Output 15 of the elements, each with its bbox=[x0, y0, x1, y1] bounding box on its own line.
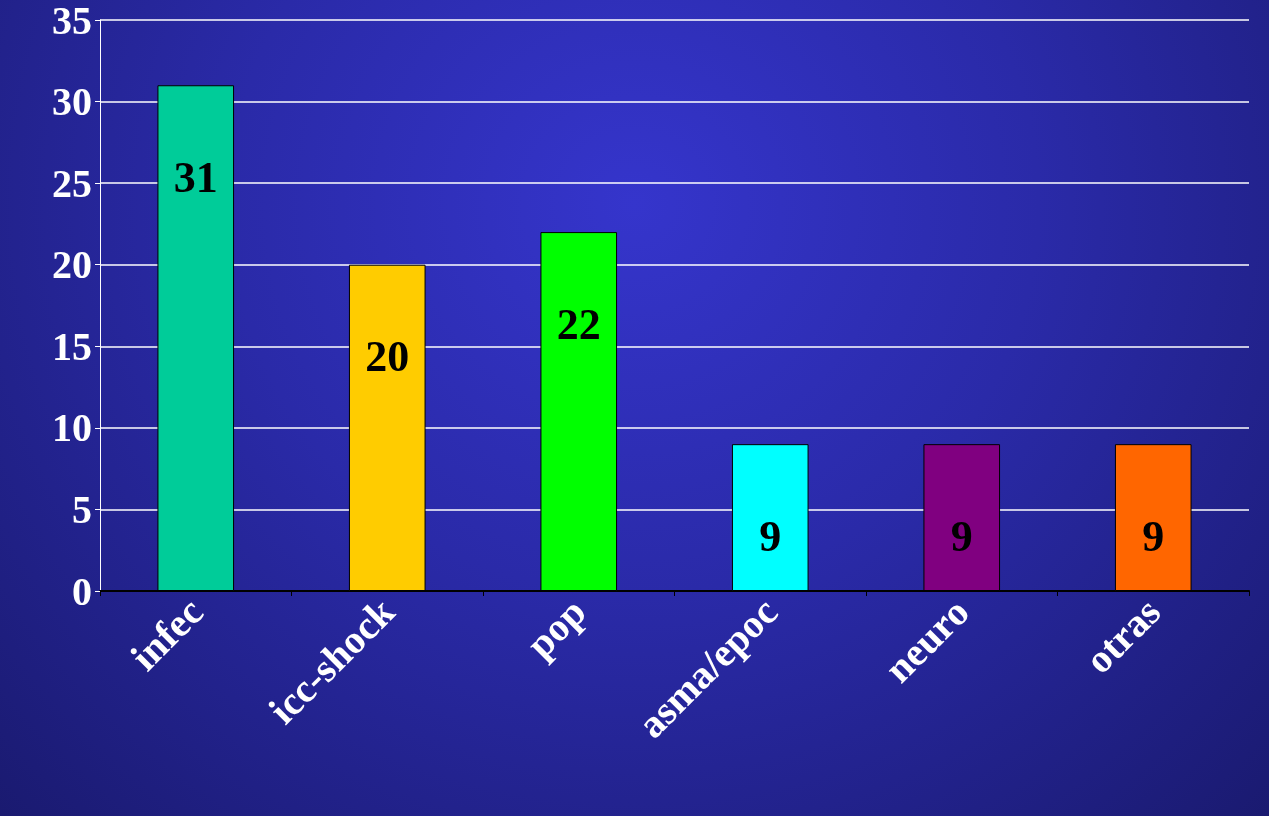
y-tick-label: 25 bbox=[52, 160, 92, 206]
data-label: 9 bbox=[950, 511, 973, 561]
x-tick-label: pop bbox=[517, 589, 595, 667]
data-label: 9 bbox=[759, 511, 782, 561]
y-tick-label: 0 bbox=[72, 568, 92, 614]
y-tick-label: 30 bbox=[52, 79, 92, 125]
data-label: 9 bbox=[1142, 511, 1165, 561]
y-tick-label: 15 bbox=[52, 323, 92, 369]
y-tick-label: 5 bbox=[72, 486, 92, 532]
y-tick-label: 10 bbox=[52, 405, 92, 451]
data-label: 22 bbox=[556, 299, 601, 349]
y-tick-label: 20 bbox=[52, 242, 92, 288]
y-tick-label: 35 bbox=[52, 0, 92, 43]
data-label: 31 bbox=[173, 152, 218, 202]
data-label: 20 bbox=[365, 332, 410, 382]
